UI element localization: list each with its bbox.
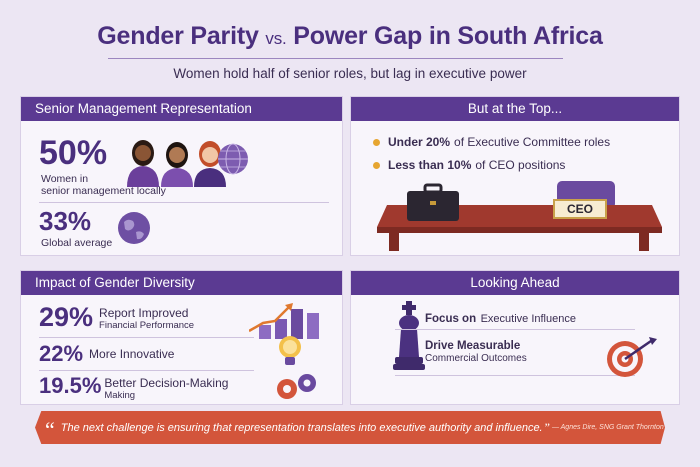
ahead-divider-1: [395, 329, 635, 330]
stat-innovative-main: More Innovative: [89, 347, 175, 361]
title-part-1: Gender Parity: [97, 22, 259, 50]
impact-panel: Impact of Gender Diversity 29% Report Im…: [20, 270, 343, 405]
bullet-exec-committee: Under 20% of Executive Committee roles: [373, 135, 610, 149]
ahead-divider-2: [395, 375, 635, 376]
stat-financial-main: Report Improved: [99, 306, 189, 320]
women-group-icon: [127, 140, 248, 187]
ahead-influence-main: Focus on: [425, 313, 477, 325]
bullet-1-text: of Executive Committee roles: [454, 135, 611, 149]
growth-chart-icon: [249, 303, 319, 339]
local-label-1: Women in: [41, 173, 89, 185]
local-percentage: 50%: [39, 134, 108, 172]
globe-icon: [118, 212, 150, 244]
stat-decision-main: Better Decision-Making: [104, 376, 229, 390]
senior-management-panel: Senior Management Representation 50% Wom…: [20, 96, 343, 256]
bullet-ceo: Less than 10% of CEO positions: [373, 158, 565, 172]
stat-decision-value: 19.5%: [39, 373, 102, 398]
stat-divider: [39, 202, 329, 203]
bullet-2-text: of CEO positions: [475, 158, 566, 172]
ceo-nameplate: CEO: [553, 199, 607, 219]
title-part-2: Power Gap in South Africa: [293, 22, 603, 50]
page-title: Gender Parity vs. Power Gap in South Afr…: [0, 22, 700, 51]
close-quote-icon: ”: [544, 420, 550, 434]
impact-heading: Impact of Gender Diversity: [21, 271, 342, 295]
quote-banner: “ The next challenge is ensuring that re…: [35, 411, 665, 444]
quote-attribution: — Agnes Dire, SNG Grant Thornton: [551, 424, 664, 431]
impact-divider-2: [39, 370, 254, 371]
ahead-item-outcomes: Drive Measurable Commercial Outcomes: [425, 339, 527, 365]
ahead-outcomes-main: Drive Measurable: [425, 340, 521, 352]
ahead-outcomes-sub: Commercial Outcomes: [425, 353, 527, 364]
bullet-dot-icon: [373, 138, 380, 146]
lightbulb-icon: [279, 336, 301, 365]
looking-ahead-heading: Looking Ahead: [351, 271, 679, 295]
target-icon: [607, 337, 657, 377]
bullet-dot-icon: [373, 161, 380, 169]
title-vs: vs.: [265, 29, 287, 48]
quote-text: The next challenge is ensuring that repr…: [60, 421, 543, 434]
impact-divider-1: [39, 337, 254, 338]
boardroom-table-illustration: [377, 181, 662, 251]
gears-icon: [277, 374, 316, 399]
senior-management-heading: Senior Management Representation: [21, 97, 342, 121]
local-label-2: senior management locally: [41, 185, 166, 197]
ahead-influence-sub: Executive Influence: [480, 313, 576, 325]
bullet-2-bold: Less than 10%: [388, 158, 472, 172]
stat-innovative: 22% More Innovative: [39, 341, 174, 367]
global-percentage: 33%: [39, 206, 92, 236]
stat-financial-sub: Financial Performance: [99, 320, 195, 331]
stat-decision-sub: Making: [104, 390, 136, 401]
ahead-item-influence: Focus on Executive Influence: [425, 309, 576, 327]
stat-decision: 19.5% Better Decision-Making Making: [39, 373, 228, 401]
page-subtitle: Women hold half of senior roles, but lag…: [173, 66, 527, 81]
global-label: Global average: [41, 237, 113, 249]
looking-ahead-panel: Looking Ahead Focus on Executive Influen…: [350, 270, 680, 405]
open-quote-icon: “: [45, 416, 55, 442]
bullet-1-bold: Under 20%: [388, 135, 451, 149]
stat-financial-value: 29%: [39, 302, 94, 332]
top-roles-heading: But at the Top...: [351, 97, 679, 121]
stat-innovative-value: 22%: [39, 341, 84, 366]
stat-financial: 29% Report Improved Financial Performanc…: [39, 303, 194, 331]
chess-king-icon: [393, 301, 425, 370]
top-roles-panel: But at the Top... Under 20% of Executive…: [350, 96, 680, 256]
title-divider: [108, 58, 563, 59]
